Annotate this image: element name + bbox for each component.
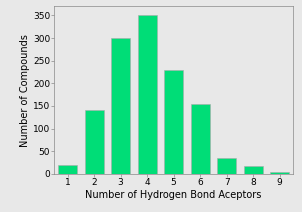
Bar <box>164 70 183 174</box>
Bar <box>244 166 263 174</box>
Bar <box>85 110 104 174</box>
Bar <box>191 104 210 174</box>
Bar <box>111 38 130 174</box>
Bar <box>270 172 289 174</box>
Bar <box>58 165 77 174</box>
Bar <box>217 158 236 174</box>
X-axis label: Number of Hydrogen Bond Aceptors: Number of Hydrogen Bond Aceptors <box>85 190 262 200</box>
Bar <box>138 15 157 174</box>
Y-axis label: Number of Compounds: Number of Compounds <box>20 34 30 146</box>
